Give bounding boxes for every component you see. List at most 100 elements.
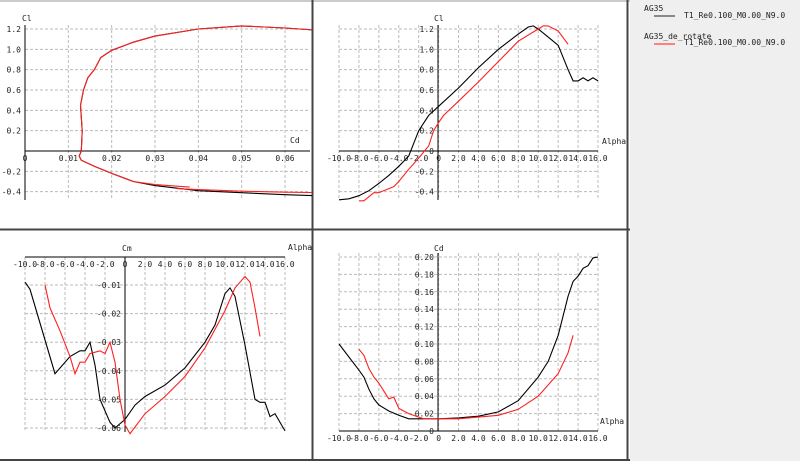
y-tick-label: 1.2 — [7, 25, 22, 34]
series-line-ag35-de-rotate — [358, 25, 569, 202]
legend-line-swatch — [654, 15, 675, 17]
x-tick-label: -6.0 — [369, 434, 388, 443]
x-tick-label: 16.0 — [275, 260, 294, 269]
y-tick-label: 0.4 — [420, 106, 435, 115]
x-tick-label: 4.0 — [471, 154, 486, 163]
y-tick-label: 1.0 — [420, 45, 435, 54]
series-line-ag35-de-rotate — [44, 275, 261, 435]
y-tick-label: 0.10 — [415, 340, 434, 349]
x-tick-label: 6.0 — [491, 434, 506, 443]
y-tick-label: -0.05 — [97, 395, 121, 404]
y-tick-label: -0.04 — [97, 367, 121, 376]
x-tick-label: 12.0 — [235, 260, 254, 269]
x-tick-label: -4.0 — [389, 434, 408, 443]
legend-polar-name: T1_Re0.100_M0.00_N9.0 — [684, 11, 786, 20]
y-axis-label: Cm — [122, 244, 132, 253]
x-tick-label: 10.0 — [529, 154, 548, 163]
x-tick-label: 0 — [123, 260, 128, 269]
y-tick-label: -0.4 — [415, 188, 434, 197]
legend-polar-name: T1_Re0.100_M0.00_N9.0 — [684, 38, 786, 47]
y-tick-label: 0 — [429, 147, 434, 156]
y-tick-label: 0.08 — [415, 357, 434, 366]
x-tick-label: 14.0 — [568, 434, 587, 443]
x-tick-label: 0.05 — [232, 154, 251, 163]
x-tick-label: 16.0 — [588, 154, 607, 163]
y-tick-label: -0.02 — [97, 310, 121, 319]
x-tick-label: 8.0 — [511, 154, 526, 163]
x-tick-label: 6.0 — [491, 154, 506, 163]
x-tick-label: 12.0 — [549, 434, 568, 443]
legend-foil-name: AG35_de_rotate — [644, 32, 712, 41]
legend-foil-name: AG35 — [644, 4, 664, 13]
y-tick-label: 0.2 — [420, 127, 435, 136]
x-tick-label: -8.0 — [349, 434, 368, 443]
x-tick-label: 0 — [436, 154, 441, 163]
x-tick-label: 2.0 — [138, 260, 153, 269]
x-tick-label: -4.0 — [75, 260, 94, 269]
x-tick-label: 0.02 — [102, 154, 121, 163]
series-line-ag35 — [24, 281, 286, 432]
x-tick-label: 14.0 — [568, 154, 587, 163]
polar-plots: 0 0.01 0.02 0.03 0.04 0.05 0.06 -0.4 -0.2 0.2 0.4 0… — [0, 0, 630, 461]
x-axis-label: Cd — [290, 136, 300, 145]
y-tick-label: -0.01 — [97, 281, 121, 290]
x-tick-label: -6.0 — [55, 260, 74, 269]
y-tick-label: 0.6 — [420, 86, 435, 95]
series-line-ag35 — [338, 25, 599, 201]
x-tick-label: 14.0 — [255, 260, 274, 269]
y-tick-label: -0.2 — [415, 167, 434, 176]
y-axis-label: Cl — [434, 14, 444, 23]
x-tick-label: 10.0 — [215, 260, 234, 269]
x-tick-label: -8.0 — [35, 260, 54, 269]
series-line-ag35-de-rotate — [78, 25, 312, 188]
chart-3: -10.0-8.0 -6.0 -4.0 -2.0 0 2.0 4.0 6.0 8.0 10.0 12… — [13, 243, 312, 435]
y-tick-label: 0.8 — [7, 66, 22, 75]
y-tick-label: 0.04 — [415, 392, 434, 401]
series-line-ag35-de-rotate-low-branch- — [176, 188, 312, 194]
x-tick-label: -10.0 — [327, 434, 351, 443]
y-tick-label: 0.16 — [415, 288, 434, 297]
chart-1: 0 0.01 0.02 0.03 0.04 0.05 0.06 -0.4 -0.2 0.2 0.4 0… — [2, 14, 312, 200]
x-tick-label: -10.0 — [13, 260, 37, 269]
x-axis-label: Alpha — [288, 243, 312, 252]
y-tick-label: 0.02 — [415, 410, 434, 419]
chart-4: -10.0-8.0 -6.0 -4.0 -2.0 0 2.0 4.0 6.0 8.0 10.0 12… — [327, 244, 624, 443]
y-tick-label: -0.2 — [2, 167, 21, 176]
series-group — [24, 275, 286, 435]
y-tick-label: -0.03 — [97, 338, 121, 347]
y-tick-label: -0.4 — [2, 188, 21, 197]
x-tick-label: -4.0 — [389, 154, 408, 163]
y-axis-label: Cd — [434, 244, 444, 253]
x-axis-label: Alpha — [602, 137, 626, 146]
x-tick-label: 2.0 — [451, 154, 466, 163]
x-tick-label: -2.0 — [409, 434, 428, 443]
y-tick-label: 0.12 — [415, 323, 434, 332]
x-tick-label: 6.0 — [178, 260, 193, 269]
x-tick-label: -6.0 — [369, 154, 388, 163]
x-tick-label: -2.0 — [95, 260, 114, 269]
x-tick-label: 2.0 — [451, 434, 466, 443]
x-tick-label: -8.0 — [349, 154, 368, 163]
y-tick-label: 0.6 — [7, 86, 22, 95]
y-tick-label: 0.2 — [7, 127, 22, 136]
x-axis-label: Alpha — [600, 417, 624, 426]
series-group — [78, 25, 312, 197]
legend-line-swatch — [654, 43, 675, 45]
y-tick-label: 0.14 — [415, 305, 434, 314]
x-tick-label: 12.0 — [549, 154, 568, 163]
y-tick-label: 0.18 — [415, 270, 434, 279]
series-group — [338, 256, 599, 420]
x-tick-label: 0.04 — [189, 154, 208, 163]
series-line-ag35 — [338, 256, 599, 420]
y-tick-label: 1.0 — [7, 45, 22, 54]
x-tick-label: 4.0 — [471, 434, 486, 443]
y-tick-label: 1.2 — [420, 25, 435, 34]
x-tick-label: 8.0 — [511, 434, 526, 443]
series-line-ag35-de-rotate — [358, 335, 574, 420]
x-tick-label: 0.03 — [145, 154, 164, 163]
x-tick-label: 0.01 — [59, 154, 78, 163]
y-tick-label: 0.4 — [7, 106, 22, 115]
chart-2: -10.0-8.0 -6.0 -4.0 -2.0 0 2.0 4.0 6.0 8.0 10.0 12… — [327, 14, 626, 202]
y-tick-label: 0.06 — [415, 375, 434, 384]
x-tick-label: 0 — [23, 154, 28, 163]
